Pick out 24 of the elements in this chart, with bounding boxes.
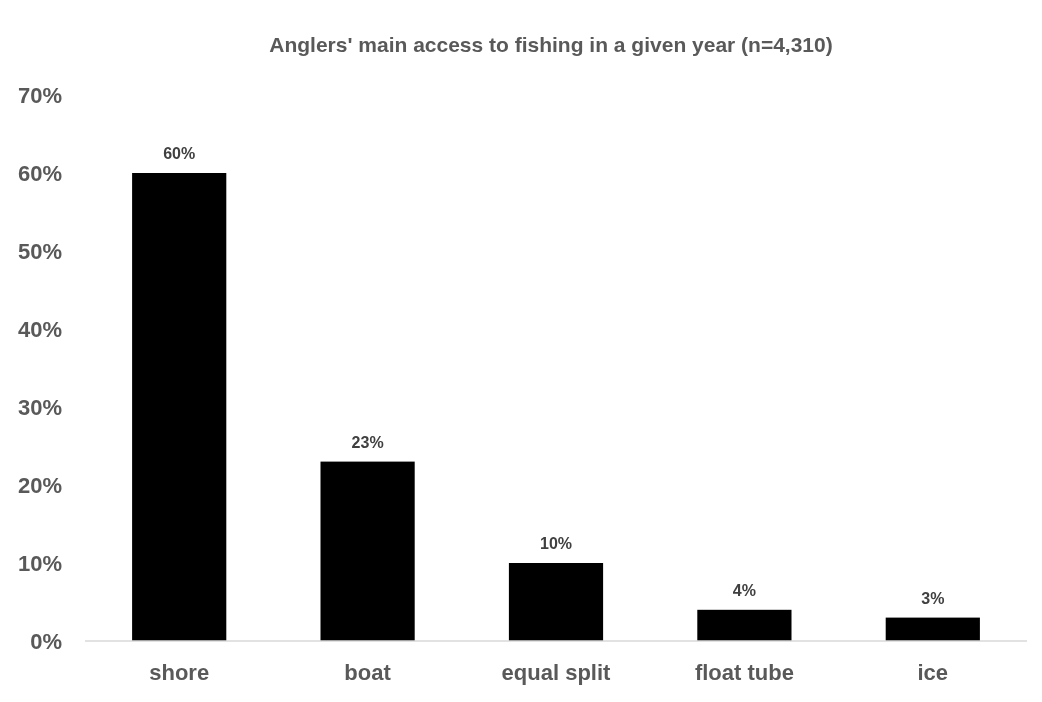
x-tick-label: boat xyxy=(344,660,392,685)
bar xyxy=(132,173,227,641)
data-label: 60% xyxy=(163,145,196,162)
y-tick-label: 30% xyxy=(17,394,62,420)
y-tick-label: 20% xyxy=(17,472,62,498)
bar xyxy=(885,617,980,641)
data-label: 23% xyxy=(351,433,384,451)
y-tick-label: 10% xyxy=(17,550,62,576)
chart-title: Anglers' main access to fishing in a given year (n=4,310) xyxy=(269,33,833,56)
y-tick-label: 40% xyxy=(17,316,62,342)
x-tick-label: equal split xyxy=(501,660,612,685)
y-tick-label: 70% xyxy=(17,82,62,108)
x-tick-label: shore xyxy=(149,660,210,685)
bar xyxy=(697,609,792,641)
x-tick-label: ice xyxy=(917,660,949,685)
data-label: 3% xyxy=(921,589,945,607)
y-tick-label: 60% xyxy=(17,160,62,186)
y-tick-label: 50% xyxy=(17,238,62,264)
data-label: 4% xyxy=(732,581,756,599)
data-label: 10% xyxy=(539,535,573,552)
x-tick-label: float tube xyxy=(694,660,794,685)
y-tick-label: 0% xyxy=(30,628,62,654)
bar xyxy=(508,563,604,641)
bar xyxy=(320,461,415,641)
